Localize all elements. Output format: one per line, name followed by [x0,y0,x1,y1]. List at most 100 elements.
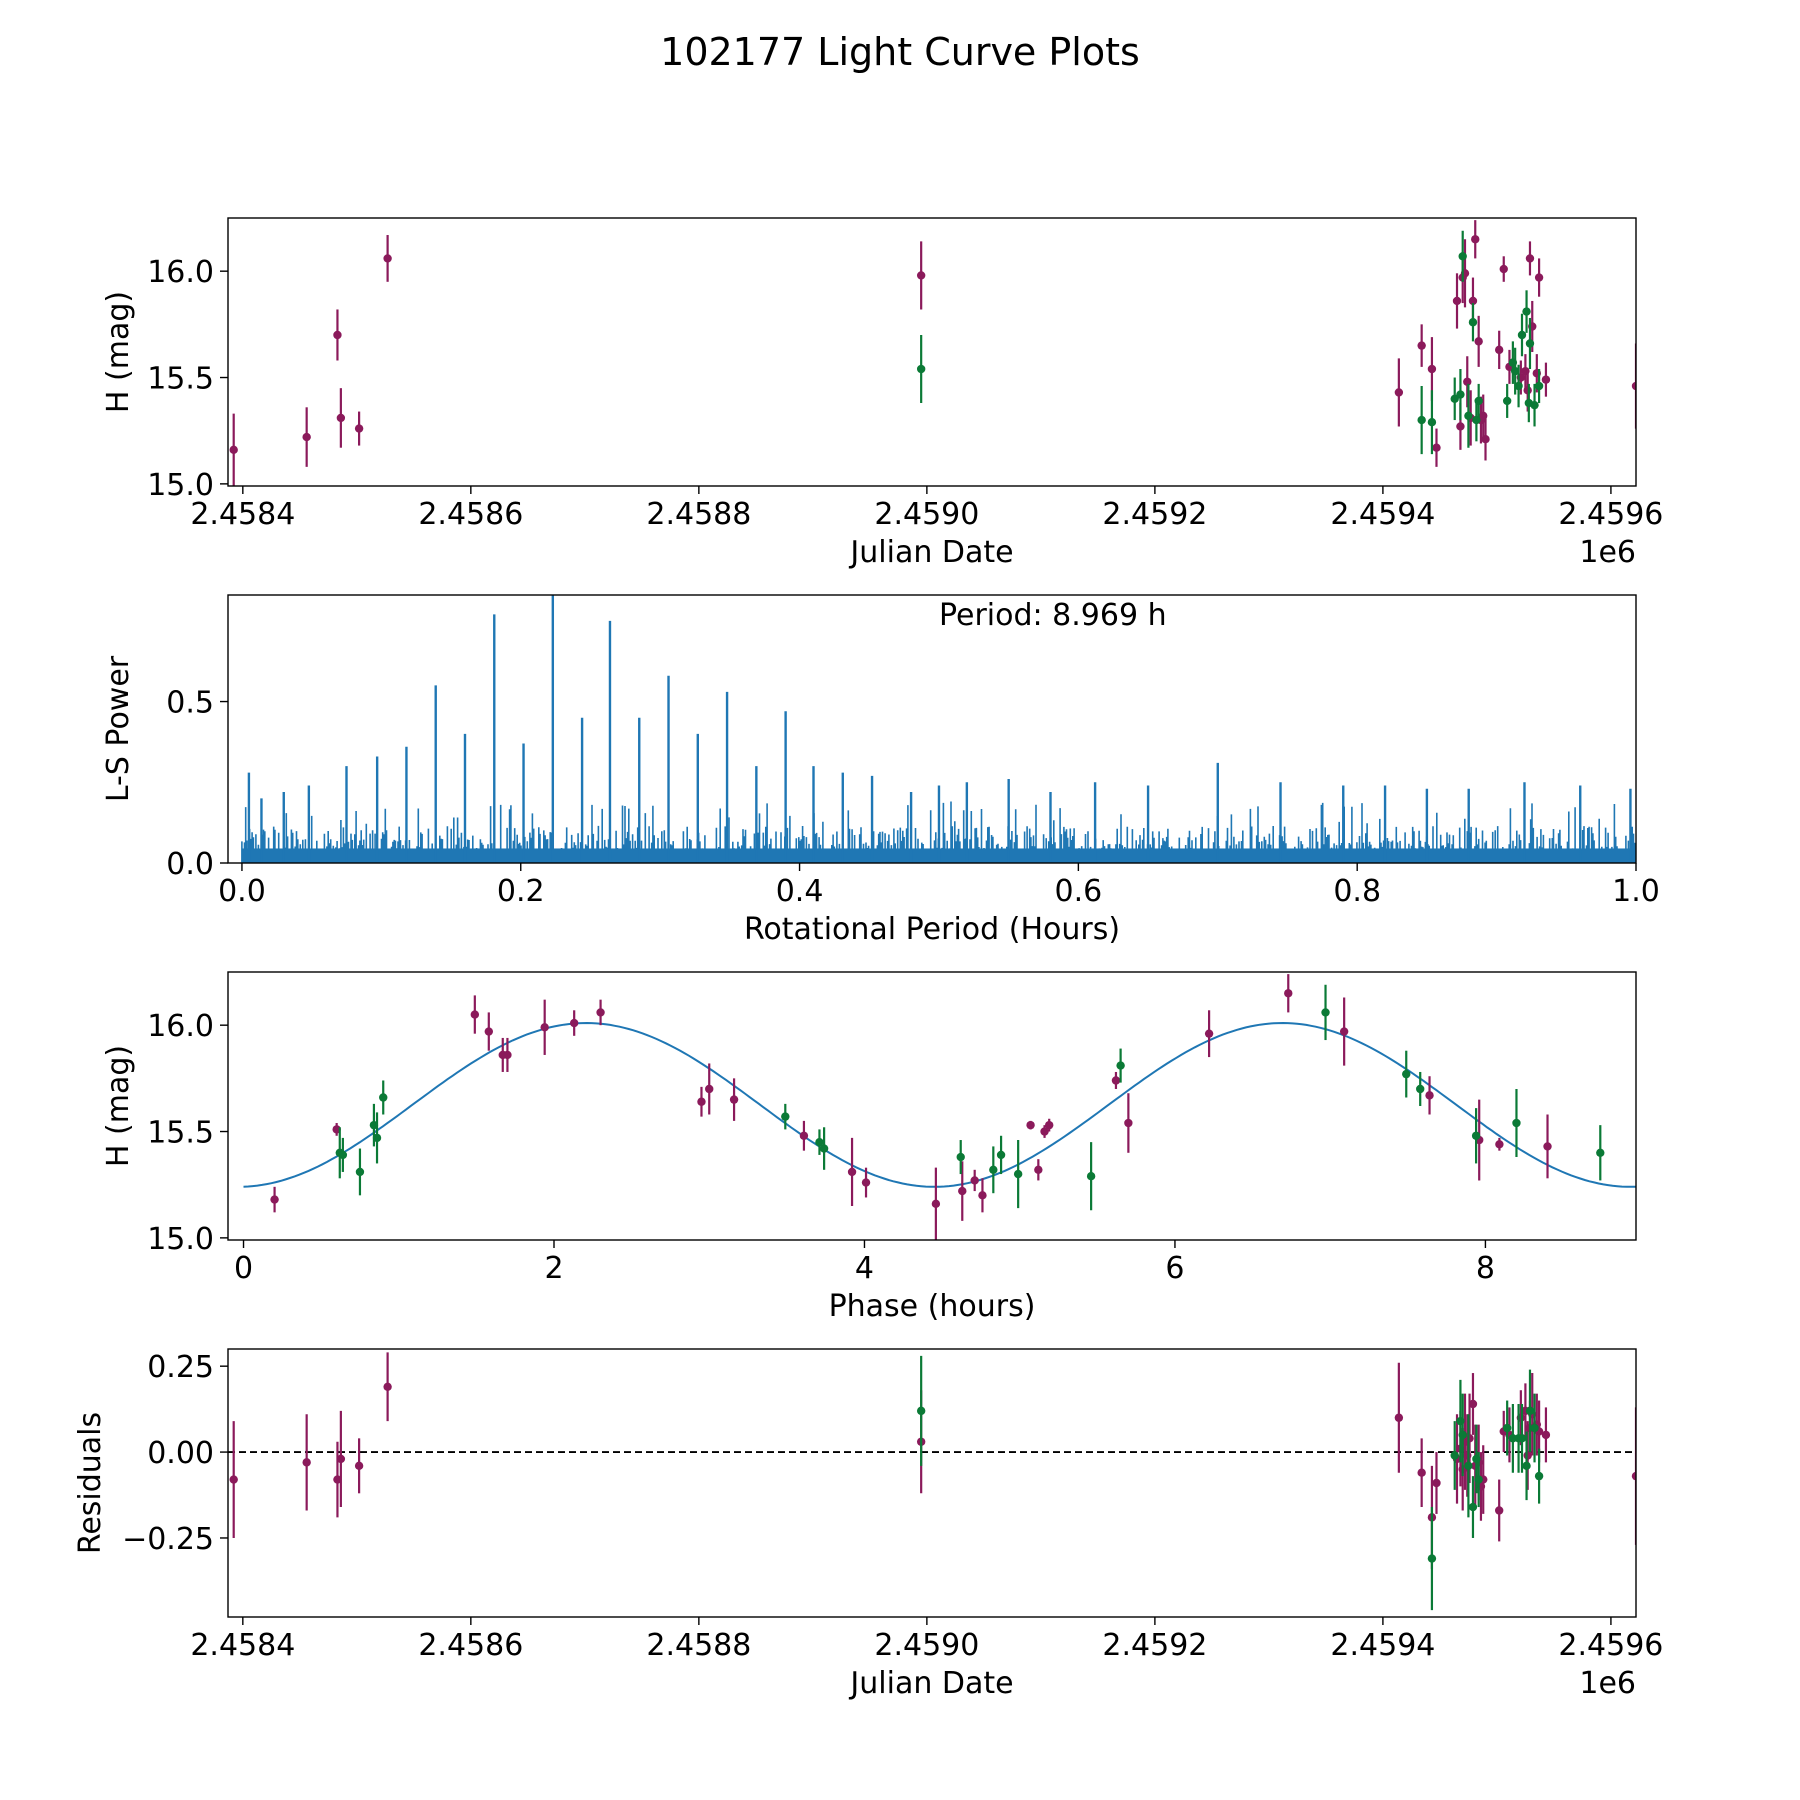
subplot-ls: Period: 8.969 h 0.0 0.2 0.4 0.6 0.8 1.0 0.0 0.5 R… [101,594,1660,947]
data-point [333,1475,342,1484]
data-point [1394,388,1404,397]
data-point [1456,390,1465,399]
subplot-jd: 2.4584 2.4586 2.4588 2.4590 2.4592 2.4594 2.45… [101,217,1663,570]
plot-area [243,974,1636,1240]
x-tick-label: 2.4586 [418,497,523,532]
x-tick-label: 0.6 [1055,874,1103,909]
data-point [1631,1471,1636,1481]
data-point [1468,1399,1478,1409]
data-point [1463,377,1472,386]
data-point [372,1133,382,1143]
y-tick-label: −0.25 [122,1522,214,1557]
data-point [1468,318,1478,327]
data-point [1468,296,1478,306]
data-point [1464,411,1473,421]
x-tick-label: 2.4590 [874,1628,979,1663]
data-point [1525,339,1535,348]
data-point [336,413,346,423]
y-tick-label: 16.0 [147,1009,214,1044]
data-point [569,1018,579,1028]
data-point [931,1199,941,1209]
data-point [978,1191,987,1200]
data-point [1541,1430,1551,1440]
axes-frame [227,1348,1637,1618]
model-fit-curve [243,1021,1636,1188]
data-point [1522,307,1531,316]
data-point [1502,396,1512,406]
data-point [1458,252,1467,261]
data-point [705,1084,714,1094]
plot-area [229,220,1636,486]
x-tick-label: 0 [234,1251,253,1286]
data-point [1034,1165,1043,1175]
data-point [540,1023,549,1032]
data-point [956,1152,965,1162]
data-point [729,1095,739,1104]
x-tick-label: 2.4592 [1102,1628,1207,1663]
data-point [1124,1118,1133,1128]
y-tick-label: 15.5 [147,362,214,397]
data-point [1522,1461,1531,1471]
data-point [1402,1069,1411,1079]
data-point [1452,296,1462,306]
data-point [1432,443,1441,452]
data-point [1425,1091,1434,1100]
data-point [1464,1461,1473,1471]
data-point [1471,1131,1481,1140]
data-point [1479,411,1488,421]
series-green [916,230,1544,455]
data-point [1086,1171,1096,1181]
data-point [1450,1451,1459,1460]
data-point [1045,1120,1054,1130]
x-tick-label: 2.4586 [418,1628,523,1663]
data-point [1284,989,1293,998]
data-point [336,1454,346,1464]
data-point [1417,415,1426,425]
x-tick-label: 2.4584 [190,497,295,532]
data-point [1517,330,1527,340]
data-point [1523,386,1532,395]
y-tick-label: 15.5 [147,1116,214,1151]
data-point [1481,435,1490,444]
data-point [1596,1148,1605,1157]
figure-title: 102177 Light Curve Plots [660,30,1140,74]
x-tick-label: 0.8 [1333,874,1381,909]
x-axis-label: Julian Date [848,1666,1013,1701]
data-point [916,364,926,374]
data-point [1040,1127,1049,1136]
data-point [1517,1434,1527,1443]
data-point [1631,381,1636,391]
data-point [799,1131,809,1140]
data-point [1427,1554,1437,1563]
data-point [379,1093,388,1102]
data-point [302,432,311,442]
data-point [1525,254,1535,263]
data-point [1499,264,1508,274]
data-point [861,1178,871,1187]
data-point [815,1137,824,1147]
data-point [916,271,926,280]
data-point [781,1112,790,1121]
data-point [1543,1142,1552,1151]
data-point [1116,1061,1125,1070]
data-point [916,1406,926,1416]
y-axis-label: H (mag) [101,291,136,413]
plot-area [228,1352,1636,1611]
data-point [1432,1478,1441,1488]
series-green [916,1355,1544,1611]
x-tick-label: 0.4 [776,874,824,909]
data-point [1111,1076,1121,1085]
x-tick-label: 2 [544,1251,563,1286]
series-green [335,984,1605,1211]
plot-area [241,595,1636,863]
subplots: 2.4584 2.4586 2.4588 2.4590 2.4592 2.4594 2.45… [73,217,1663,1701]
y-tick-label: 15.0 [147,1222,214,1257]
data-point [1468,1502,1478,1512]
data-point [1474,396,1483,406]
data-point [1339,1027,1349,1036]
data-point [354,424,364,433]
data-point [229,1475,238,1484]
data-point [302,1458,311,1467]
y-axis-label: H (mag) [101,1045,136,1167]
